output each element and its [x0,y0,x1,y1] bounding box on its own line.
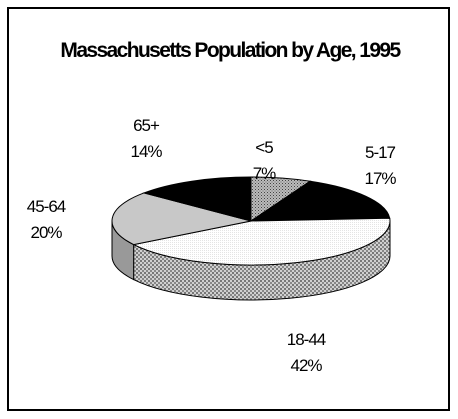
slice-value-label: 20% [30,223,62,242]
slice-value-label: 7% [253,164,276,183]
slice-label: <5 [255,138,273,157]
slice-value-label: 42% [290,356,322,375]
slice [249,180,391,222]
slice-label: 5-17 [365,143,396,162]
slice [111,192,252,246]
pie [111,176,391,301]
slice-label: 18-44 [287,330,326,349]
slice-value-label: 17% [364,169,396,188]
slice [132,217,391,266]
slice [142,176,252,222]
slice-value-label: 14% [130,142,162,161]
slice-label: 65+ [133,116,160,135]
slice-label: 45-64 [27,197,66,216]
chart-title: Massachusetts Population by Age, 1995 [60,39,401,62]
